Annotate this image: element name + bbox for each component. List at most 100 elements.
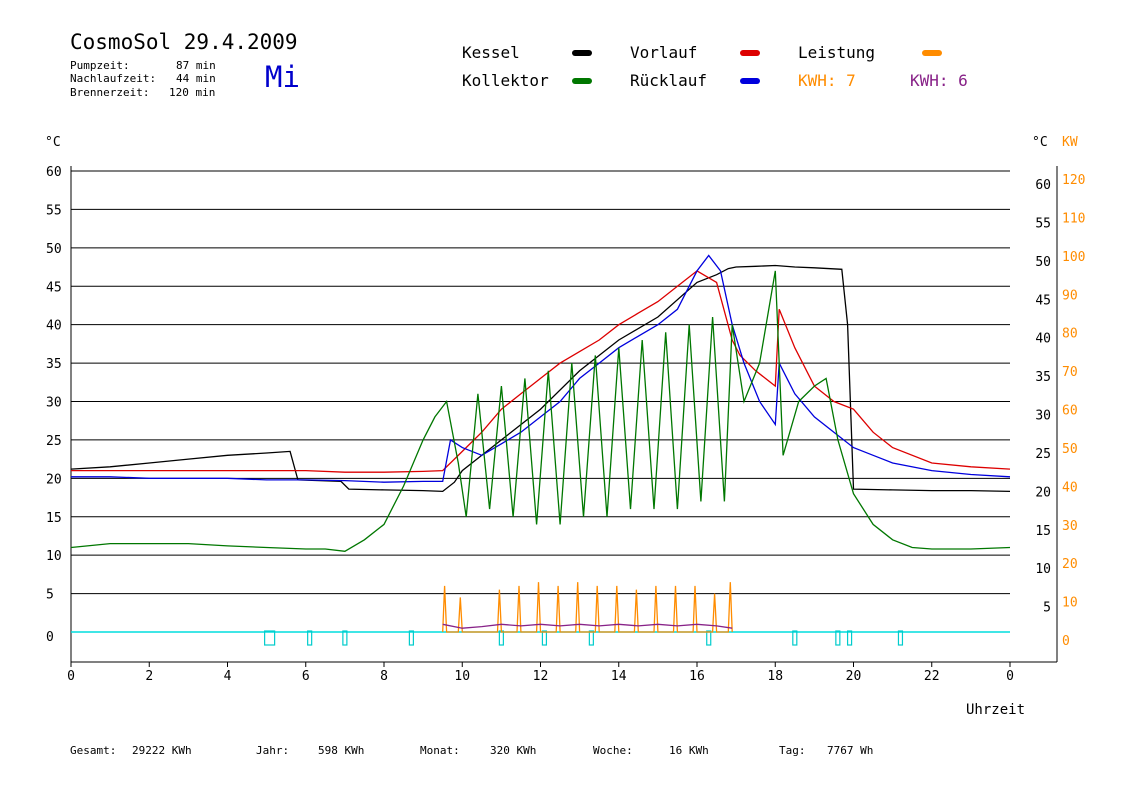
y-tick-left-35: 35	[46, 357, 62, 372]
y-tick-left-45: 45	[46, 280, 62, 295]
x-tick-6: 12	[533, 669, 549, 684]
x-tick-12: 0	[1006, 669, 1014, 684]
y-tick-left-60: 60	[46, 165, 62, 180]
y-tick-right-10: 10	[1035, 562, 1051, 577]
x-tick-7: 14	[611, 669, 627, 684]
x-tick-11: 22	[924, 669, 940, 684]
legend-kollektor-swatch	[572, 78, 592, 84]
pump-marker	[706, 630, 712, 646]
x-tick-8: 16	[689, 669, 705, 684]
chart-title: CosmoSol 29.4.2009	[70, 30, 298, 54]
weekday-label: Mi	[265, 60, 300, 94]
legend-kwh-orange: KWH: 7	[798, 71, 856, 90]
series-line-kwh	[442, 623, 733, 629]
pump-marker	[307, 630, 313, 646]
legend-kessel: Kessel	[462, 43, 520, 62]
y-tick-right-55: 55	[1035, 216, 1051, 231]
x-tick-4: 8	[380, 669, 388, 684]
y-tick-left-25: 25	[46, 434, 62, 449]
y-tick-power-10: 10	[1062, 596, 1078, 611]
legend-ruecklauf: Rücklauf	[630, 71, 708, 90]
x-tick-5: 10	[454, 669, 470, 684]
pump-marker	[408, 630, 414, 646]
y-tick-left-55: 55	[46, 203, 62, 218]
pump-marker	[342, 630, 348, 646]
legend-kessel-swatch	[572, 50, 592, 56]
footer-gesamt-value: 29222 KWh	[132, 744, 192, 757]
y-tick-power-110: 110	[1062, 211, 1085, 226]
y-tick-right-40: 40	[1035, 332, 1051, 347]
y-tick-power-30: 30	[1062, 519, 1078, 534]
x-axis-label: Uhrzeit	[966, 702, 1025, 718]
legend-leistung-swatch	[922, 50, 942, 56]
pump-marker	[541, 630, 548, 646]
footer-jahr-label: Jahr:	[256, 744, 290, 757]
y-tick-power-0: 0	[1062, 634, 1070, 649]
series-line-rücklauf	[71, 254, 1011, 483]
y-tick-right-60: 60	[1035, 178, 1051, 193]
y-tick-right-25: 25	[1035, 447, 1051, 462]
footer-gesamt-label: Gesamt:	[70, 744, 117, 757]
y-tick-left-50: 50	[46, 242, 62, 257]
nachlaufzeit-value: 44 min	[176, 72, 216, 85]
y-tick-left-30: 30	[46, 396, 62, 411]
y-tick-power-90: 90	[1062, 288, 1078, 303]
legend-ruecklauf-swatch	[740, 78, 760, 84]
pumpzeit-label: Pumpzeit:	[70, 59, 130, 72]
y-axis-unit-right: °C	[1032, 135, 1048, 150]
y-tick-right-35: 35	[1035, 370, 1051, 385]
series-line-kollektor	[70, 270, 1011, 552]
y-tick-left-5: 5	[46, 588, 54, 603]
legend-leistung: Leistung	[798, 43, 876, 62]
legend-vorlauf: Vorlauf	[630, 43, 698, 62]
y-tick-left-20: 20	[46, 472, 62, 487]
y-tick-left-10: 10	[46, 549, 62, 564]
x-tick-10: 20	[846, 669, 862, 684]
brennerzeit-label: Brennerzeit:	[70, 86, 150, 99]
y-axis-unit-power: KW	[1062, 135, 1078, 150]
pumpzeit-value: 87 min	[176, 59, 216, 72]
series-line-leistung	[442, 582, 733, 633]
y-tick-power-60: 60	[1062, 404, 1078, 419]
x-tick-1: 2	[145, 669, 153, 684]
pump-marker	[588, 630, 594, 646]
y-tick-power-40: 40	[1062, 480, 1078, 495]
pump-marker	[835, 630, 841, 646]
y-tick-right-15: 15	[1035, 524, 1051, 539]
footer-tag-value: 7767 Wh	[827, 744, 874, 757]
footer-jahr-value: 598 KWh	[318, 744, 365, 757]
y-tick-power-100: 100	[1062, 250, 1085, 265]
y-tick-power-70: 70	[1062, 365, 1078, 380]
y-tick-right-5: 5	[1043, 601, 1051, 616]
x-tick-9: 18	[767, 669, 783, 684]
y-tick-left-0: 0	[46, 630, 54, 645]
y-tick-power-50: 50	[1062, 442, 1078, 457]
footer-woche-value: 16 KWh	[669, 744, 709, 757]
pump-marker	[264, 630, 276, 646]
footer-woche-label: Woche:	[593, 744, 633, 757]
footer-monat-value: 320 KWh	[490, 744, 537, 757]
y-tick-right-20: 20	[1035, 485, 1051, 500]
x-tick-3: 6	[302, 669, 310, 684]
y-tick-power-20: 20	[1062, 557, 1078, 572]
y-tick-right-45: 45	[1035, 293, 1051, 308]
y-tick-right-30: 30	[1035, 409, 1051, 424]
y-tick-left-40: 40	[46, 319, 62, 334]
legend-vorlauf-swatch	[740, 50, 760, 56]
footer-monat-label: Monat:	[420, 744, 460, 757]
x-tick-2: 4	[224, 669, 232, 684]
brennerzeit-value: 120 min	[169, 86, 216, 99]
pump-marker	[792, 630, 798, 646]
pump-marker	[846, 630, 853, 646]
x-tick-0: 0	[67, 669, 75, 684]
y-tick-right-50: 50	[1035, 255, 1051, 270]
y-axis-unit-left: °C	[45, 135, 61, 150]
series-line-vorlauf	[71, 270, 1011, 473]
nachlaufzeit-label: Nachlaufzeit:	[70, 72, 157, 85]
pump-marker	[498, 630, 504, 646]
legend-kwh-purple: KWH: 6	[910, 71, 968, 90]
y-tick-left-15: 15	[46, 511, 62, 526]
series-line-kessel	[70, 264, 1011, 493]
legend-kollektor: Kollektor	[462, 71, 549, 90]
